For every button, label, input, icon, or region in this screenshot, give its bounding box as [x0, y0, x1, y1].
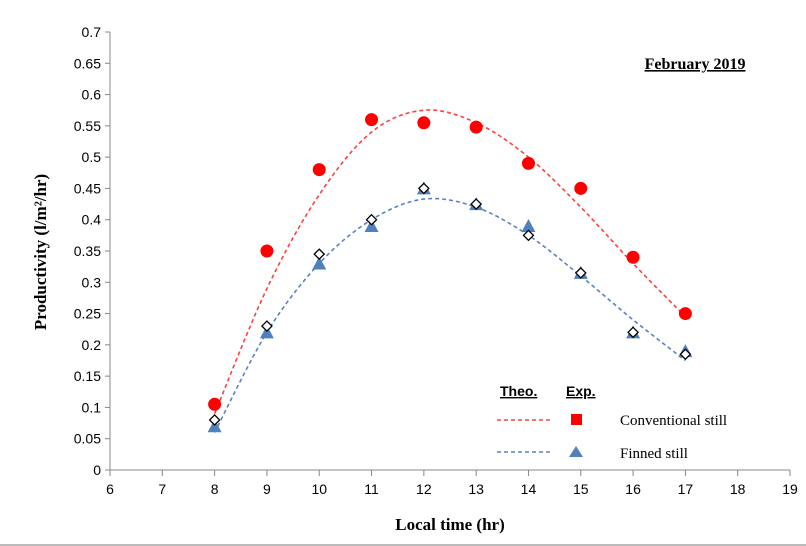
y-tick-label: 0: [93, 462, 101, 478]
x-tick-label: 13: [468, 481, 484, 497]
data-point-circle: [312, 163, 326, 177]
x-tick-label: 8: [211, 481, 219, 497]
legend-label-finned: Finned still: [620, 446, 688, 462]
theoretical-curve-finned: [213, 197, 686, 433]
x-tick-label: 10: [311, 481, 327, 497]
legend-square-marker: [571, 414, 582, 425]
y-tick-label: 0.35: [74, 243, 101, 259]
x-tick-label: 19: [782, 481, 798, 497]
legend-exp-header: Exp.: [566, 383, 596, 399]
x-tick-label: 6: [106, 481, 114, 497]
data-point-diamond: [365, 213, 378, 226]
y-tick-label: 0.7: [82, 24, 102, 40]
x-tick-label: 17: [678, 481, 694, 497]
y-tick-label: 0.5: [82, 149, 102, 165]
data-point-diamond: [470, 198, 483, 210]
data-point-circle: [417, 116, 431, 130]
x-tick-label: 15: [573, 481, 589, 497]
data-point-circle: [574, 181, 588, 195]
y-tick-label: 0.15: [74, 368, 101, 384]
y-tick-label: 0.3: [82, 274, 102, 290]
data-point-triangle: [312, 256, 327, 270]
x-tick-label: 7: [158, 481, 166, 497]
y-tick-label: 0.4: [82, 212, 102, 228]
data-point-diamond: [261, 320, 273, 333]
y-tick-label: 0.65: [74, 55, 101, 71]
legend-triangle-marker: [569, 446, 583, 457]
data-point-circle: [469, 120, 483, 134]
data-point-circle: [208, 397, 222, 411]
y-axis-label: Productivity (l/m²/hr): [31, 174, 50, 330]
x-tick-label: 12: [416, 481, 432, 497]
data-point-diamond: [208, 414, 221, 426]
data-point-triangle: [521, 218, 536, 232]
y-tick-label: 0.2: [82, 337, 102, 353]
x-tick-label: 18: [730, 481, 746, 497]
data-point-circle: [260, 244, 274, 258]
y-tick-label: 0.1: [82, 399, 102, 415]
x-tick-label: 9: [263, 481, 271, 497]
y-tick-label: 0.6: [82, 87, 102, 103]
y-tick-label: 0.55: [74, 118, 101, 134]
x-tick-label: 14: [521, 481, 537, 497]
y-tick-label: 0.25: [74, 306, 101, 322]
x-tick-label: 16: [625, 481, 641, 497]
data-point-circle: [626, 250, 640, 264]
y-tick-label: 0.05: [74, 431, 101, 447]
data-point-diamond: [522, 229, 535, 242]
data-point-diamond: [627, 326, 639, 339]
x-tick-label: 11: [364, 481, 379, 497]
legend-label-conventional: Conventional still: [620, 413, 727, 429]
data-point-circle: [678, 307, 692, 321]
data-point-circle: [365, 113, 379, 127]
theoretical-curve-conventional: [213, 109, 686, 414]
data-point-diamond: [313, 248, 326, 261]
x-axis-label: Local time (hr): [395, 515, 505, 534]
y-tick-label: 0.45: [74, 180, 101, 196]
data-point-circle: [521, 156, 535, 170]
legend-theo-header: Theo.: [500, 383, 537, 399]
data-point-diamond: [574, 266, 587, 279]
data-point-diamond: [679, 348, 692, 361]
chart-title: February 2019: [645, 56, 746, 73]
data-point-diamond: [417, 182, 430, 195]
